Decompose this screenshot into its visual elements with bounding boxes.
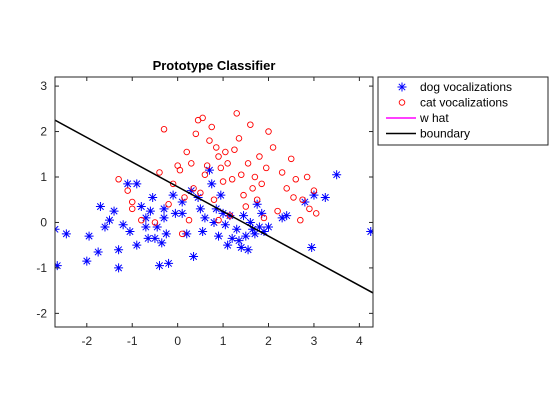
dog-point <box>244 245 253 254</box>
dog-point <box>146 207 155 216</box>
dog-point <box>221 220 230 229</box>
y-tick-label: 1 <box>40 170 47 184</box>
dog-point <box>82 257 91 266</box>
legend-swatch-dog-vocalizations <box>398 83 407 92</box>
dog-point <box>132 241 141 250</box>
dog-point <box>241 232 250 241</box>
dog-point <box>214 232 223 241</box>
dog-point <box>228 234 237 243</box>
dog-point <box>264 223 273 232</box>
legend-label-boundary: boundary <box>420 127 470 141</box>
dog-point <box>114 245 123 254</box>
x-tick-label: -1 <box>127 334 138 348</box>
dog-point <box>160 204 169 213</box>
chart-title: Prototype Classifier <box>153 58 276 73</box>
y-tick-label: 0 <box>40 215 47 229</box>
dog-point <box>132 179 141 188</box>
y-tick-label: -1 <box>36 261 47 275</box>
dog-point <box>85 232 94 241</box>
dog-point <box>114 263 123 272</box>
dog-point <box>162 229 171 238</box>
dog-point <box>141 223 150 232</box>
x-tick-label: 3 <box>311 334 318 348</box>
dog-point <box>207 179 216 188</box>
y-tick-label: -2 <box>36 306 47 320</box>
dog-point <box>137 202 146 211</box>
legend-label-w-hat: w hat <box>419 111 449 125</box>
dog-point <box>307 243 316 252</box>
y-tick-label: 2 <box>40 125 47 139</box>
dog-point <box>216 191 225 200</box>
dog-point <box>196 204 205 213</box>
dog-point <box>160 213 169 222</box>
x-tick-label: -2 <box>81 334 92 348</box>
dog-point <box>100 223 109 232</box>
x-tick-label: 4 <box>356 334 363 348</box>
dog-point <box>96 202 105 211</box>
dog-point <box>105 216 114 225</box>
dog-point <box>62 229 71 238</box>
dog-point <box>232 225 241 234</box>
dog-point <box>198 227 207 236</box>
dog-point <box>234 236 243 245</box>
dog-point <box>309 191 318 200</box>
dog-point <box>94 248 103 257</box>
dog-point <box>110 207 119 216</box>
x-tick-label: 0 <box>174 334 181 348</box>
dog-point <box>119 220 128 229</box>
legend-label-cat-vocalizations: cat vocalizations <box>420 96 508 110</box>
dog-point <box>321 193 330 202</box>
legend-label-dog-vocalizations: dog vocalizations <box>420 80 512 94</box>
dog-point <box>200 213 209 222</box>
dog-point <box>155 261 164 270</box>
dog-point <box>178 209 187 218</box>
y-tick-label: 3 <box>40 79 47 93</box>
x-tick-label: 1 <box>220 334 227 348</box>
dog-point <box>239 211 248 220</box>
dog-point <box>253 200 262 209</box>
dog-point <box>148 193 157 202</box>
dog-point <box>125 227 134 236</box>
dog-point <box>182 229 191 238</box>
x-tick-label: 2 <box>265 334 272 348</box>
plot-area <box>55 77 373 327</box>
dog-point <box>150 234 159 243</box>
dog-point <box>282 211 291 220</box>
dog-point <box>169 191 178 200</box>
dog-point <box>164 259 173 268</box>
dog-point <box>189 252 198 261</box>
dog-point <box>157 238 166 247</box>
dog-point <box>332 170 341 179</box>
dog-point <box>237 243 246 252</box>
dog-point <box>123 179 132 188</box>
dog-point <box>223 241 232 250</box>
